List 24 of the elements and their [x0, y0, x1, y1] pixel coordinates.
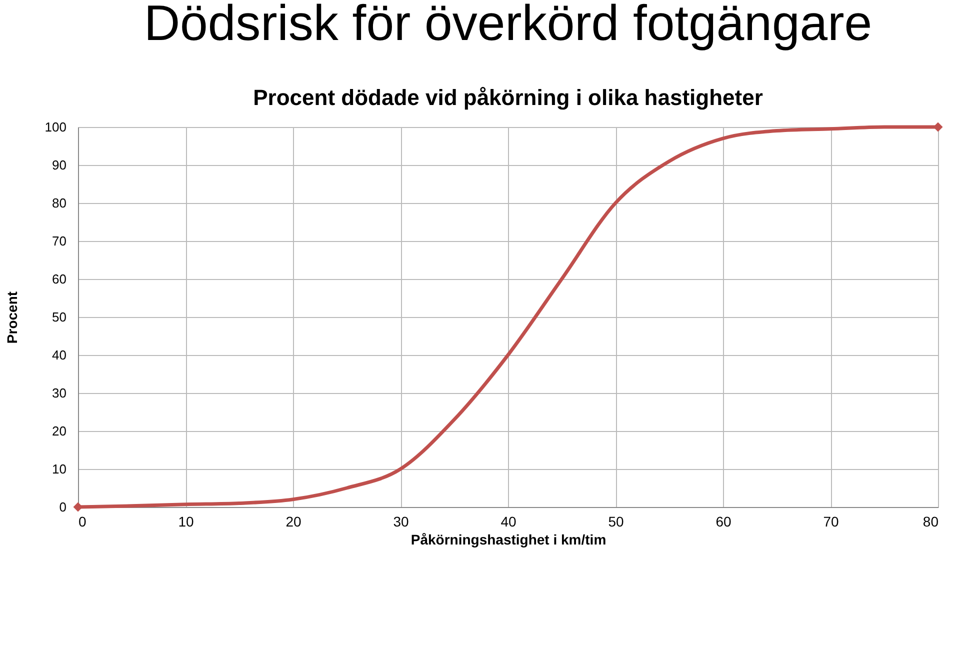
x-tick-label: 40 — [500, 514, 516, 530]
x-tick-label: 60 — [716, 514, 732, 530]
x-axis-title: Påkörningshastighet i km/tim — [410, 532, 606, 548]
y-tick-label: 100 — [44, 120, 66, 134]
y-tick-label: 10 — [52, 462, 66, 476]
x-tick-label: 50 — [608, 514, 624, 530]
x-tick-label: 10 — [178, 514, 194, 530]
y-tick-label: 70 — [52, 234, 66, 248]
y-tick-label: 30 — [52, 386, 66, 400]
y-axis-title: Procent — [4, 291, 20, 344]
y-tick-label: 50 — [52, 310, 66, 324]
y-tick-label: 60 — [52, 272, 66, 286]
x-tick-label: 30 — [393, 514, 409, 530]
x-tick-label: 20 — [286, 514, 302, 530]
y-tick-label: 80 — [52, 196, 66, 210]
y-tick-label: 20 — [52, 424, 66, 438]
x-tick-label: 70 — [823, 514, 839, 530]
y-tick-label: 40 — [52, 348, 66, 362]
chart-subtitle: Procent dödade vid påkörning i olika hastigheter — [253, 85, 764, 110]
x-tick-label: 80 — [922, 514, 939, 530]
chart-title: Dödsrisk för överkörd fotgängare — [144, 0, 872, 51]
x-tick-label: 0 — [78, 514, 86, 530]
y-tick-label: 90 — [52, 158, 66, 172]
y-tick-label: 0 — [59, 500, 66, 514]
